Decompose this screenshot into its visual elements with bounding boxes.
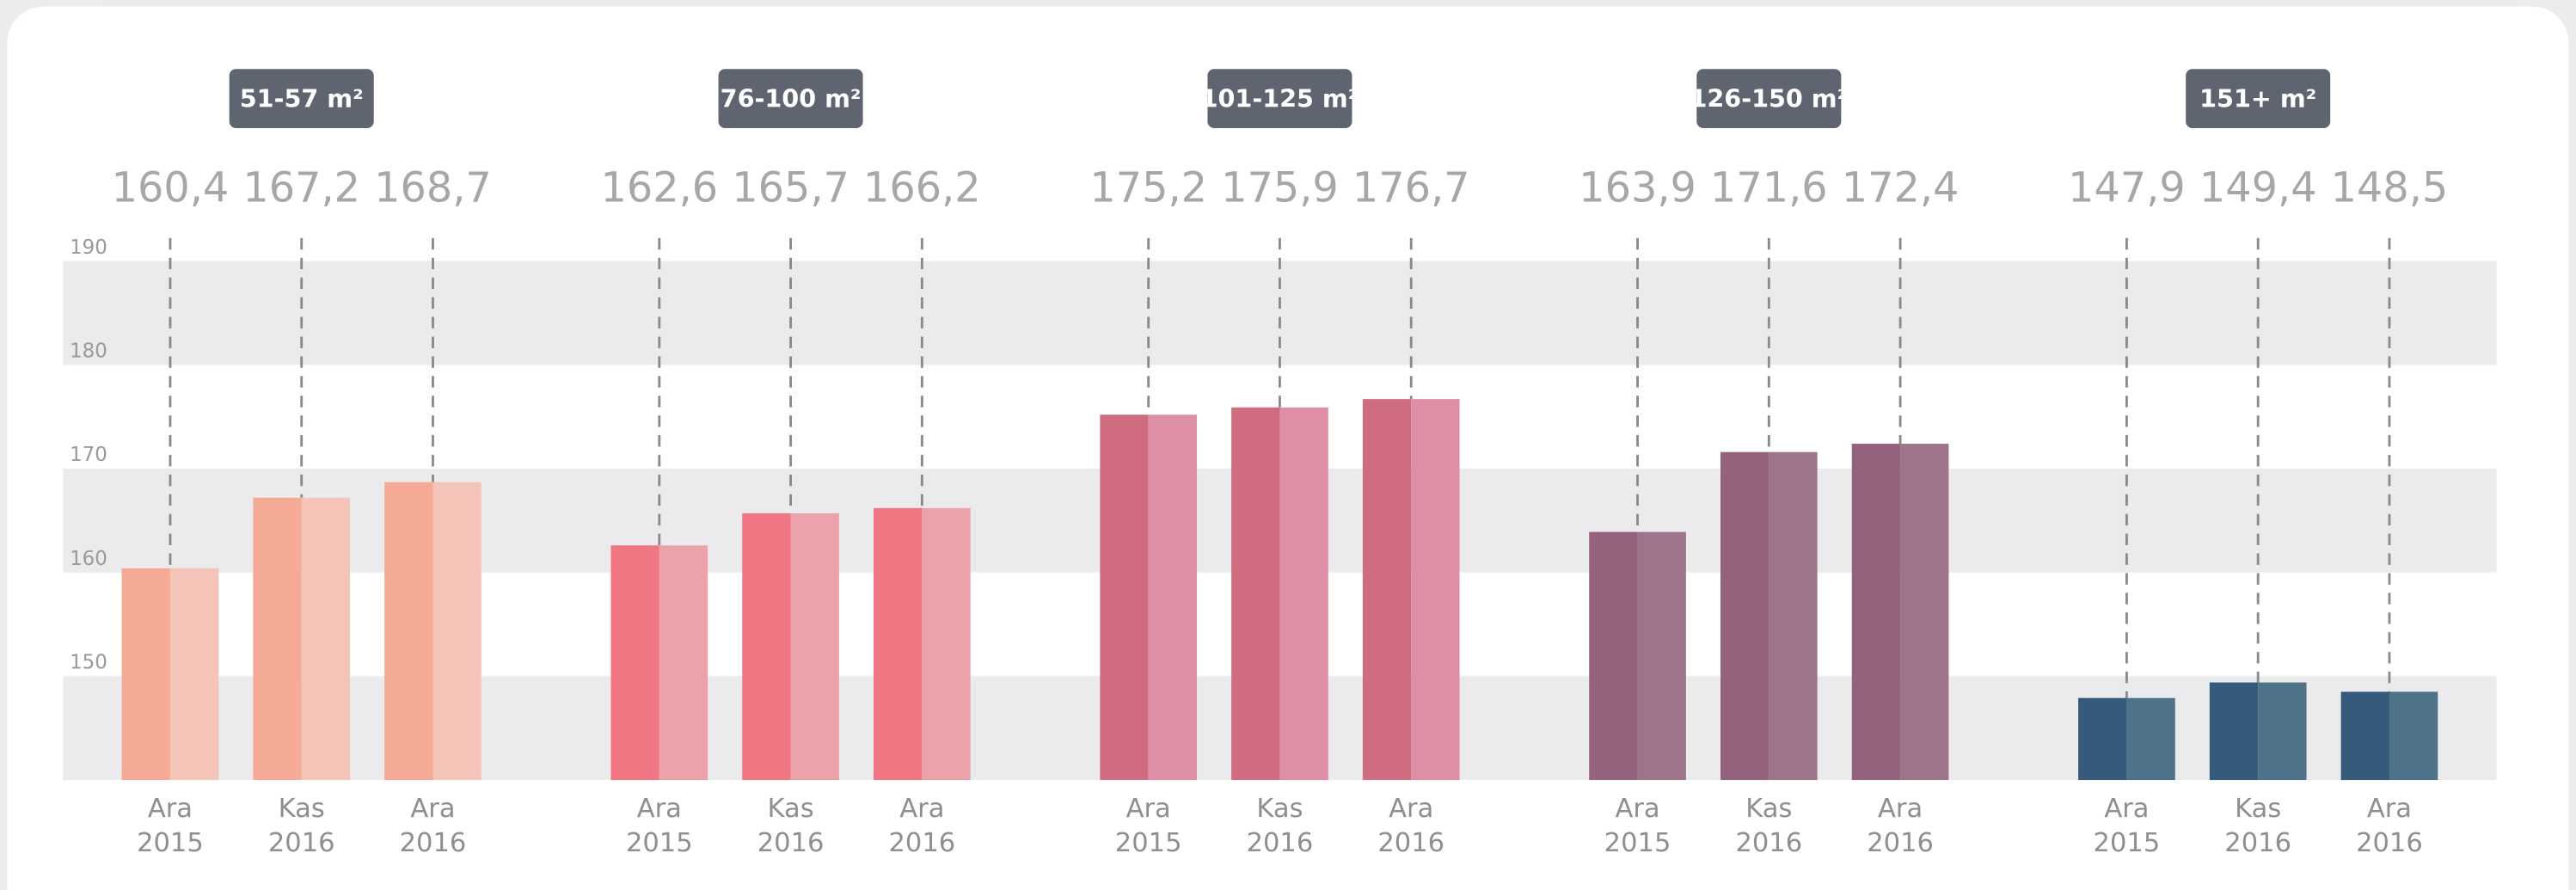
bar (1589, 531, 1638, 781)
group-header-box (2186, 69, 2331, 128)
value-label: 165,7 (732, 165, 849, 212)
x-tick-label: Ara (148, 794, 193, 824)
bar (610, 545, 659, 781)
x-tick-label: 2016 (2356, 828, 2423, 858)
value-label: 162,6 (601, 165, 719, 212)
bar-highlight (301, 497, 351, 781)
value-label: 175,9 (1221, 165, 1339, 212)
bar (384, 482, 433, 781)
bar-highlight (1900, 444, 1949, 781)
group-header-box (1207, 69, 1352, 128)
bar (1231, 407, 1280, 781)
value-label: 148,5 (2331, 165, 2449, 212)
x-tick-label: 2016 (268, 828, 335, 858)
bar (121, 568, 170, 781)
bar (874, 507, 923, 781)
value-label: 166,2 (863, 165, 981, 212)
x-tick-label: 2015 (1115, 828, 1182, 858)
bar-highlight (169, 568, 219, 781)
value-label: 172,4 (1842, 165, 1960, 212)
value-label: 175,2 (1089, 165, 1207, 212)
x-tick-label: Kas (279, 794, 325, 824)
bar-highlight (2126, 697, 2175, 781)
bar-highlight (2389, 691, 2438, 781)
x-tick-label: 2015 (2094, 828, 2161, 858)
y-tick-label: 160 (70, 548, 107, 570)
value-label: 160,4 (112, 165, 230, 212)
x-tick-label: Ara (1878, 794, 1923, 824)
bar-highlight (922, 507, 971, 781)
bar (2209, 682, 2259, 781)
bar-highlight (1637, 531, 1686, 781)
group-header: 151+ m² (2199, 83, 2316, 113)
group-header: 101-125 m² (1201, 83, 1359, 113)
bar (1100, 414, 1149, 781)
grid-band (63, 261, 2497, 365)
value-label: 147,9 (2068, 165, 2186, 212)
value-label: 149,4 (2199, 165, 2317, 212)
bar-highlight (1769, 451, 1818, 781)
x-tick-label: 2016 (1247, 828, 1314, 858)
y-tick-label: 180 (70, 341, 107, 363)
x-tick-label: 2015 (137, 828, 204, 858)
bar (1851, 444, 1901, 781)
value-label: 163,9 (1579, 165, 1696, 212)
x-tick-label: Kas (2235, 794, 2281, 824)
x-tick-label: 2016 (2224, 828, 2291, 858)
x-tick-label: Ara (1615, 794, 1659, 824)
x-tick-label: 2016 (1867, 828, 1934, 858)
value-label: 168,7 (374, 165, 492, 212)
x-tick-label: Kas (768, 794, 814, 824)
bar-highlight (1148, 414, 1198, 781)
x-tick-label: 2015 (1604, 828, 1671, 858)
x-tick-label: Ara (2104, 794, 2149, 824)
bar-highlight (432, 482, 481, 781)
bar (2340, 691, 2389, 781)
bar (253, 497, 302, 781)
x-tick-label: 2016 (757, 828, 825, 858)
bar-highlight (659, 545, 708, 781)
x-tick-label: Ara (1389, 794, 1433, 824)
bar-highlight (1411, 399, 1460, 781)
value-label: 171,6 (1710, 165, 1828, 212)
y-tick-label: 190 (70, 236, 107, 259)
x-tick-label: 2016 (1735, 828, 1802, 858)
value-label: 176,7 (1352, 165, 1470, 212)
x-tick-label: Ara (1126, 794, 1171, 824)
x-tick-label: Ara (899, 794, 944, 824)
x-tick-label: Ara (637, 794, 682, 824)
x-tick-label: Ara (410, 794, 455, 824)
bar (742, 513, 791, 781)
x-tick-label: 2015 (626, 828, 693, 858)
group-header: 126-150 m² (1690, 83, 1848, 113)
bar (2078, 697, 2127, 781)
x-tick-label: 2016 (400, 828, 467, 858)
bar-highlight (790, 513, 839, 781)
x-tick-label: Kas (1745, 794, 1792, 824)
y-tick-label: 170 (70, 444, 107, 466)
group-header-box (718, 69, 863, 128)
bar (1362, 399, 1412, 781)
x-tick-label: 2016 (1377, 828, 1444, 858)
bar-highlight (1279, 407, 1328, 781)
x-tick-label: 2016 (888, 828, 955, 858)
group-header-box (229, 69, 374, 128)
x-tick-label: Kas (1256, 794, 1303, 824)
group-header: 76-100 m² (721, 83, 862, 113)
x-tick-label: Ara (2367, 794, 2412, 824)
y-tick-label: 150 (70, 652, 107, 674)
group-header-box (1696, 69, 1842, 128)
bar (1720, 451, 1769, 781)
value-label: 167,2 (242, 165, 360, 212)
group-header: 51-57 m² (240, 83, 364, 113)
bar-highlight (2258, 682, 2307, 781)
